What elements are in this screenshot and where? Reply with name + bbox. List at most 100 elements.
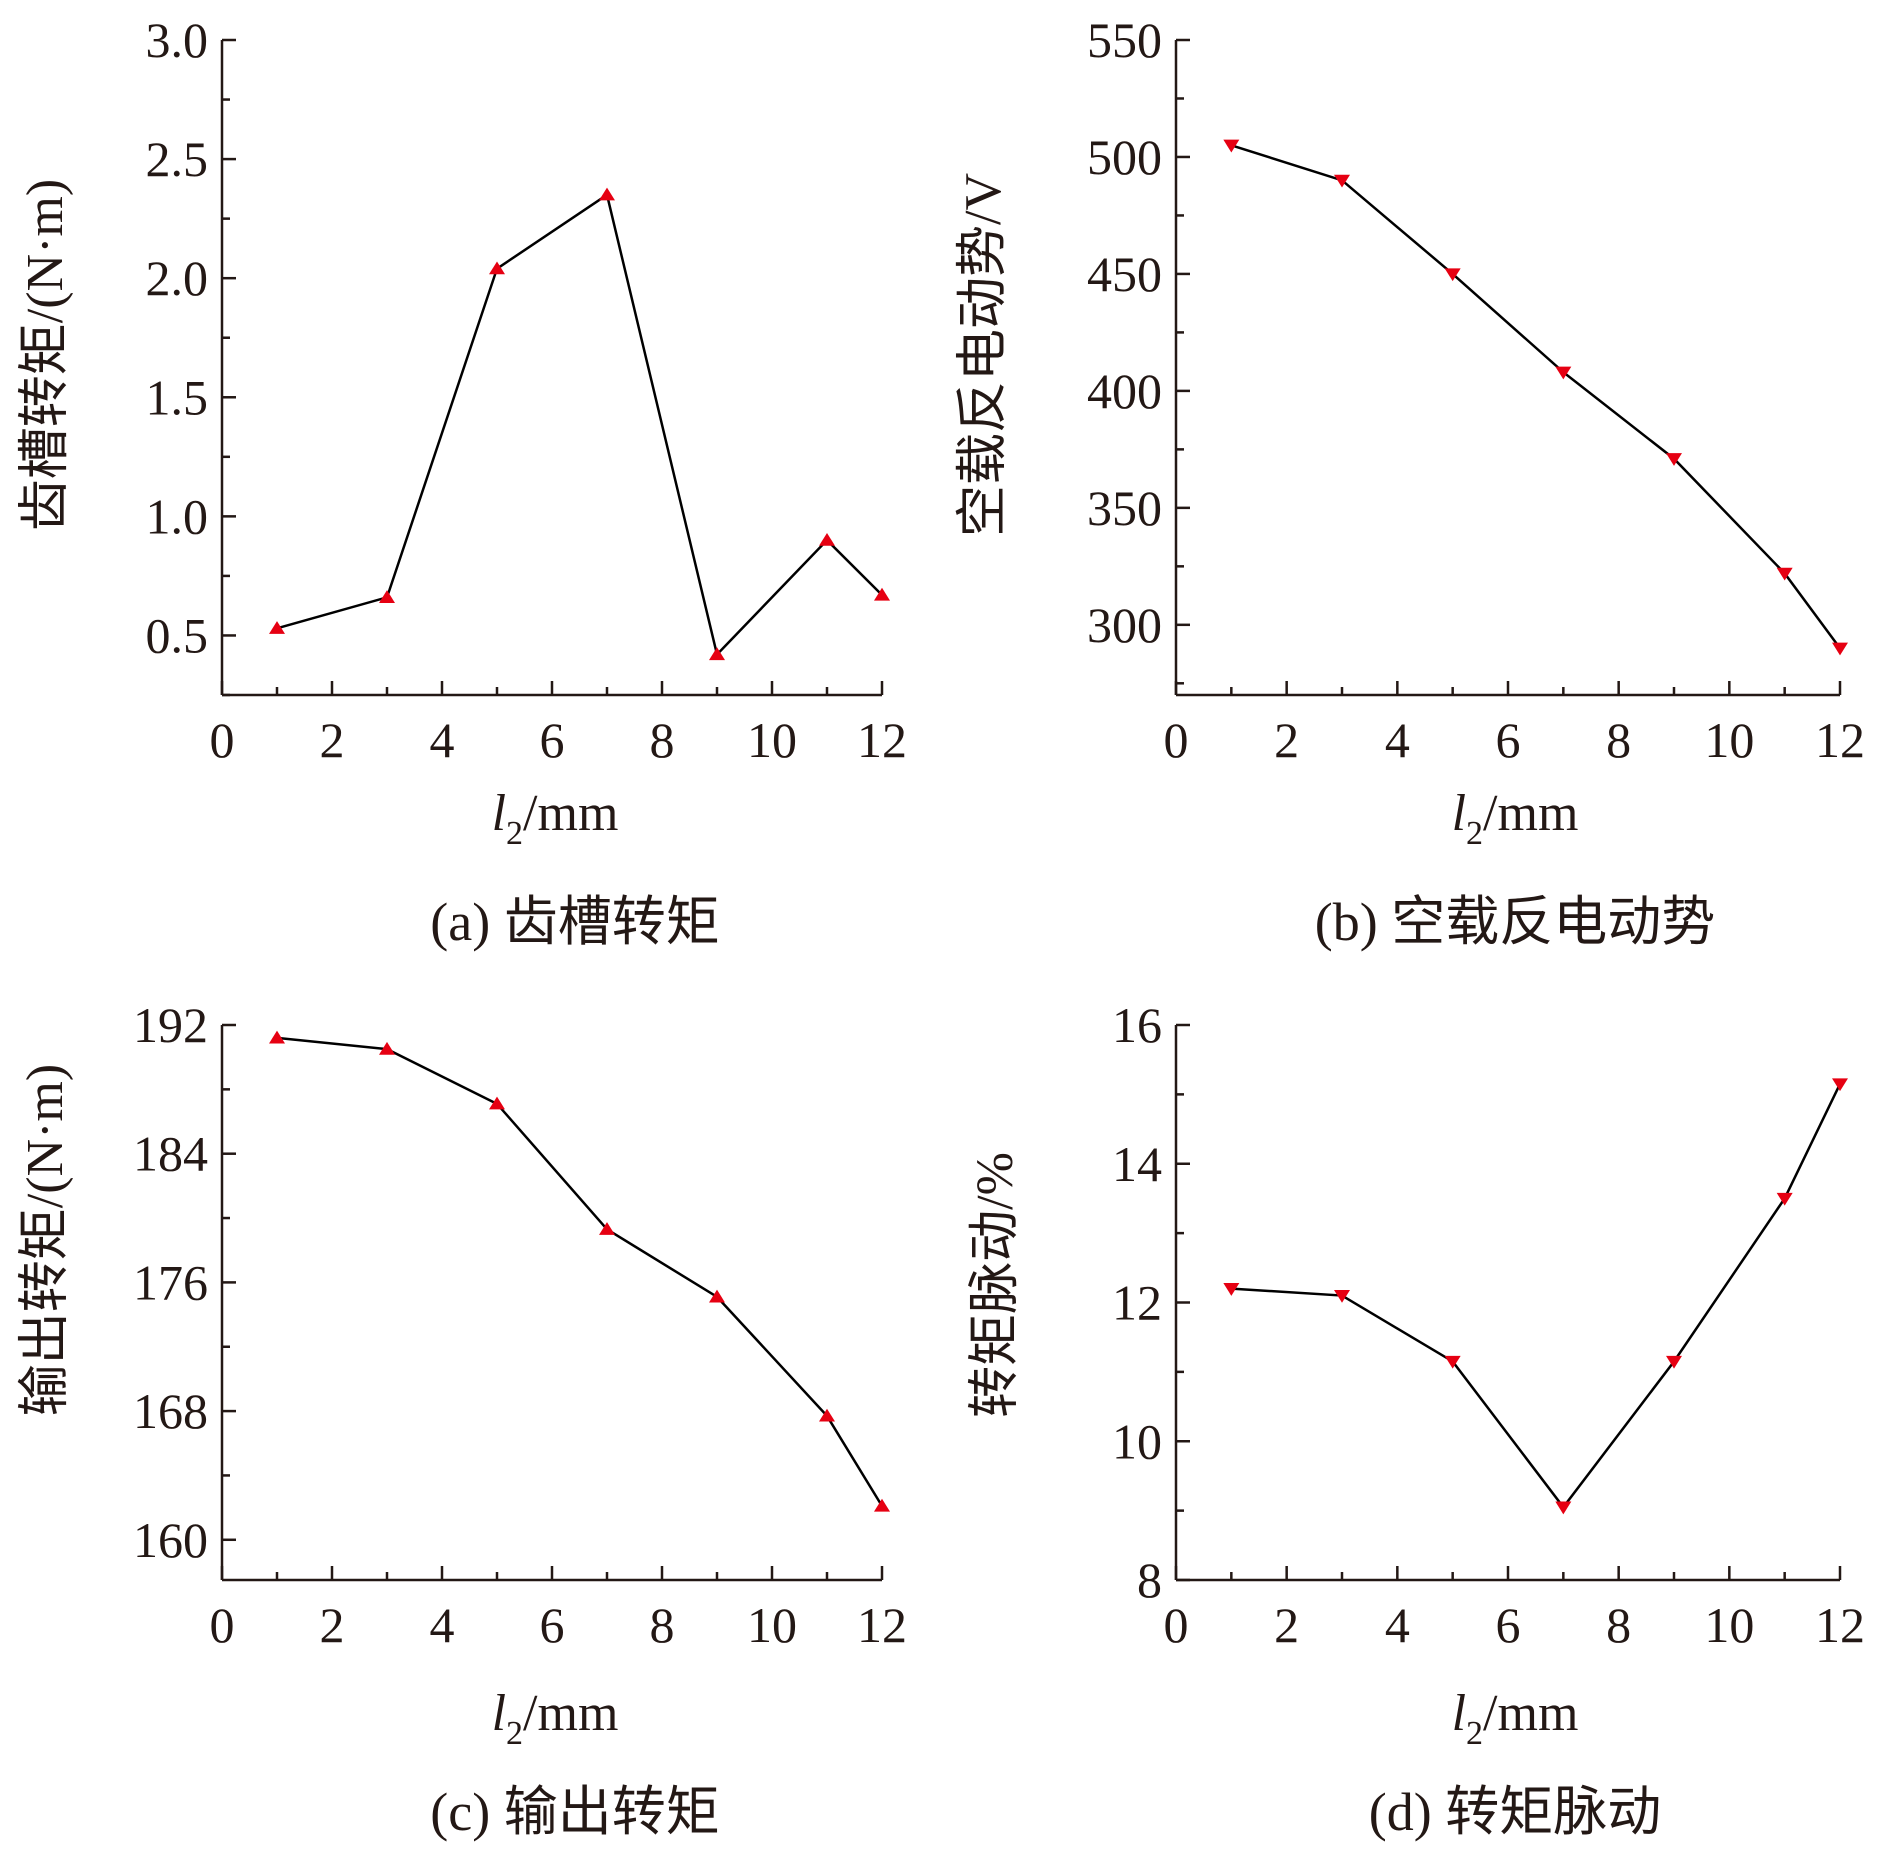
- plot-area-b: 0 2 4 6 8 10 12 300 350 400 450 500 550: [1087, 12, 1865, 768]
- y-tick-label-c: 176: [133, 1254, 208, 1310]
- xlabel-b: l2/mm: [1452, 785, 1579, 852]
- x-tick-label-d: 4: [1385, 1597, 1410, 1653]
- y-tick-label-b: 400: [1087, 363, 1162, 419]
- data-point-a: [599, 187, 615, 201]
- data-point-c: [269, 1030, 285, 1044]
- x-tick-label-a: 12: [857, 712, 907, 768]
- x-tick-label-d: 6: [1496, 1597, 1521, 1653]
- data-point-a: [379, 590, 395, 603]
- y-tick-label-b: 350: [1087, 480, 1162, 536]
- y-tick-label-b: 300: [1087, 597, 1162, 653]
- x-tick-label-b: 2: [1274, 712, 1299, 768]
- xlabel-c: l2/mm: [492, 1685, 619, 1752]
- data-point-a: [874, 587, 890, 601]
- xlabel-a: l2/mm: [492, 785, 619, 852]
- x-tick-label-c: 8: [650, 1597, 675, 1653]
- x-tick-label-a: 10: [747, 712, 797, 768]
- y-tick-label-c: 184: [133, 1126, 208, 1182]
- y-tick-label-c: 192: [133, 997, 208, 1053]
- x-tick-label-c: 10: [747, 1597, 797, 1653]
- plot-area-d: 0 2 4 6 8 10 12 8 10 12 14 16: [1112, 997, 1865, 1653]
- data-point-d: [1223, 1283, 1240, 1296]
- x-tick-label-b: 0: [1164, 712, 1189, 768]
- x-tick-label-c: 4: [430, 1597, 455, 1653]
- caption-d: (d) 转矩脉动: [1369, 1782, 1661, 1842]
- x-tick-label-c: 12: [857, 1597, 907, 1653]
- data-point-b: [1223, 139, 1240, 153]
- x-tick-label-c: 2: [320, 1597, 345, 1653]
- data-point-a: [269, 621, 285, 634]
- y-tick-label-d: 12: [1112, 1275, 1162, 1331]
- data-point-b: [1334, 174, 1350, 188]
- x-tick-label-b: 10: [1704, 712, 1754, 768]
- x-tick-label-a: 8: [650, 712, 675, 768]
- chart-panel-c: 0 2 4 6 8 10 12 160 168 176 184 192 输出转矩/(N·m) l2/m…: [17, 997, 907, 1842]
- data-point-b: [1666, 453, 1682, 466]
- data-point-c: [489, 1096, 505, 1110]
- data-point-d: [1334, 1289, 1350, 1303]
- x-tick-label-b: 8: [1606, 712, 1631, 768]
- y-tick-label-a: 1.5: [146, 369, 209, 425]
- x-tick-label-b: 4: [1385, 712, 1410, 768]
- x-tick-label-a: 6: [540, 712, 565, 768]
- caption-b: (b) 空载反电动势: [1315, 892, 1715, 952]
- y-tick-label-c: 168: [133, 1383, 208, 1439]
- y-tick-label-b: 500: [1087, 129, 1162, 185]
- data-point-c: [819, 1408, 835, 1422]
- data-point-d: [1444, 1355, 1461, 1369]
- x-tick-label-b: 12: [1815, 712, 1865, 768]
- data-point-c: [874, 1498, 890, 1512]
- ylabel-b: 空载反电动势/V: [955, 173, 1012, 537]
- data-point-d: [1555, 1501, 1572, 1515]
- data-point-d: [1666, 1355, 1682, 1369]
- data-point-d: [1832, 1078, 1848, 1092]
- ylabel-d: 转矩脉动/%: [967, 1152, 1024, 1418]
- x-tick-label-c: 6: [540, 1597, 565, 1653]
- y-tick-label-d: 16: [1112, 997, 1162, 1053]
- x-tick-label-a: 0: [210, 712, 235, 768]
- plot-area-a: 0 2 4 6 8 10 12 0.5 1.0 1.5 2.0 2.5 3.0: [146, 12, 908, 768]
- x-tick-label-c: 0: [210, 1597, 235, 1653]
- x-tick-label-d: 8: [1606, 1597, 1631, 1653]
- data-point-b: [1444, 268, 1461, 282]
- ylabel-c: 输出转矩/(N·m): [17, 1064, 74, 1416]
- data-point-c: [379, 1041, 395, 1055]
- y-tick-label-d: 14: [1112, 1136, 1162, 1192]
- y-tick-label-b: 550: [1087, 12, 1162, 68]
- x-tick-label-a: 4: [430, 712, 455, 768]
- y-tick-label-a: 3.0: [146, 12, 209, 68]
- y-tick-label-a: 0.5: [146, 607, 209, 663]
- data-point-b: [1832, 642, 1848, 656]
- x-tick-label-a: 2: [320, 712, 345, 768]
- ylabel-a: 齿槽转矩/(N·m): [17, 179, 74, 531]
- chart-panel-a: 0 2 4 6 8 10 12 0.5 1.0 1.5 2.0 2.5 3.0 齿槽转矩/(N·m) l…: [17, 12, 907, 952]
- data-point-c: [599, 1222, 615, 1235]
- y-tick-label-d: 10: [1112, 1413, 1162, 1469]
- data-point-d: [1776, 1192, 1793, 1206]
- x-tick-label-d: 2: [1274, 1597, 1299, 1653]
- y-tick-label-a: 1.0: [146, 488, 209, 544]
- caption-c: (c) 输出转矩: [430, 1782, 719, 1842]
- y-tick-label-c: 160: [133, 1512, 208, 1568]
- chart-panel-b: 0 2 4 6 8 10 12 300 350 400 450 500 550 空载反电动势/V l2/…: [955, 12, 1865, 952]
- x-tick-label-b: 6: [1496, 712, 1521, 768]
- x-tick-label-d: 0: [1164, 1597, 1189, 1653]
- y-tick-label-a: 2.0: [146, 250, 209, 306]
- chart-panel-d: 0 2 4 6 8 10 12 8 10 12 14 16 转矩脉动/% l2/mm (d) 转矩脉动: [967, 997, 1865, 1842]
- caption-a: (a) 齿槽转矩: [430, 892, 719, 952]
- data-point-a: [819, 532, 835, 546]
- y-tick-label-a: 2.5: [146, 131, 209, 187]
- data-point-a: [709, 647, 725, 661]
- data-point-a: [489, 261, 505, 275]
- x-tick-label-d: 12: [1815, 1597, 1865, 1653]
- xlabel-d: l2/mm: [1452, 1685, 1579, 1752]
- y-tick-label-d: 8: [1137, 1552, 1162, 1608]
- data-point-b: [1776, 567, 1793, 581]
- data-point-b: [1555, 366, 1572, 380]
- data-point-c: [709, 1289, 725, 1303]
- x-tick-label-d: 10: [1704, 1597, 1754, 1653]
- plot-area-c: 0 2 4 6 8 10 12 160 168 176 184 192: [133, 997, 907, 1653]
- y-tick-label-b: 450: [1087, 246, 1162, 302]
